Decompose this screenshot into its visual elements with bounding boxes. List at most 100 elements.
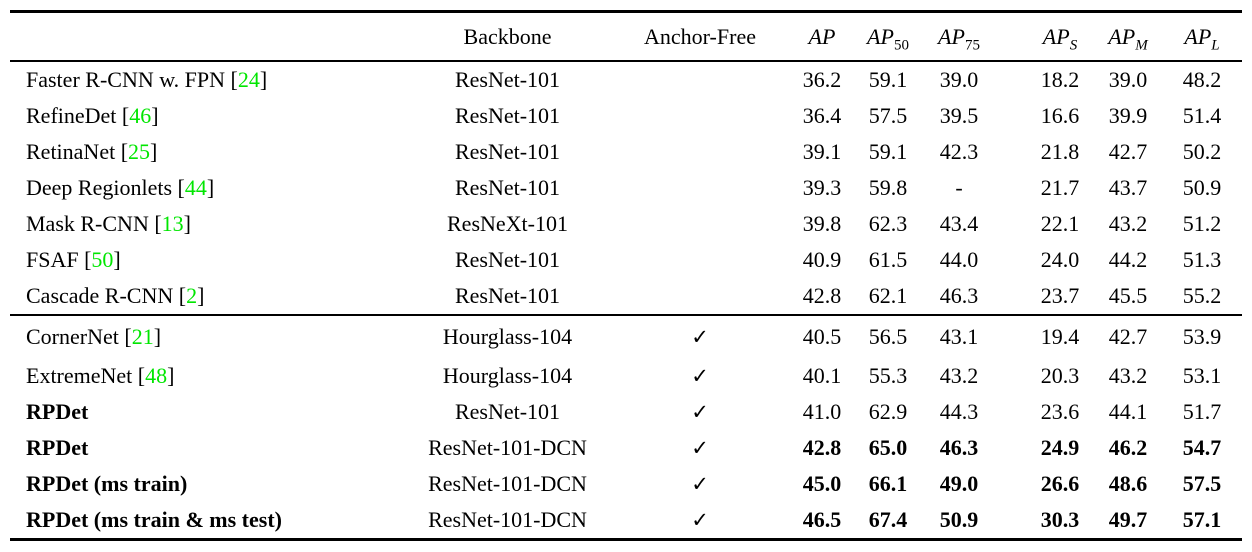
- metric-ap50: 57.5: [868, 103, 908, 128]
- method-cell: Mask R-CNN [13]: [10, 206, 405, 242]
- column-gap: [996, 11, 1026, 62]
- method-name: FSAF [: [26, 247, 92, 272]
- metric-apl: 57.1: [1182, 507, 1222, 532]
- anchor-free-checkmark: [610, 206, 790, 242]
- backbone-cell: ResNet-101: [454, 139, 561, 164]
- metric-aps: 23.7: [1040, 283, 1080, 308]
- column-gap: [996, 242, 1026, 278]
- citation-bracket: ]: [206, 175, 215, 200]
- metric-apm: 48.6: [1108, 471, 1148, 496]
- metric-ap75: 49.0: [939, 471, 979, 496]
- method-name: CornerNet [: [26, 324, 132, 349]
- method-cell: RPDet (ms train & ms test): [10, 502, 405, 540]
- metric-ap: 46.5: [802, 507, 842, 532]
- backbone-cell: ResNet-101: [454, 103, 561, 128]
- metric-ap50: 59.1: [868, 67, 908, 92]
- table-row: RetinaNet [25] ResNet-101 39.1 59.1 42.3…: [10, 134, 1242, 170]
- metric-ap50: 66.1: [868, 471, 908, 496]
- table-row: RPDet (ms train) ResNet-101-DCN ✓ 45.0 6…: [10, 466, 1242, 502]
- metric-ap50: 59.8: [868, 175, 908, 200]
- metric-ap50: 59.1: [868, 139, 908, 164]
- citation-link[interactable]: 46: [129, 103, 152, 128]
- metric-aps: 26.6: [1040, 471, 1080, 496]
- col-header-method: [10, 11, 405, 62]
- metric-ap75: 46.3: [939, 435, 979, 460]
- table-row: RPDet (ms train & ms test) ResNet-101-DC…: [10, 502, 1242, 540]
- col-header-ap75: AP75: [922, 11, 996, 62]
- metric-apl: 57.5: [1182, 471, 1222, 496]
- col-header-ap-medium: APM: [1094, 11, 1162, 62]
- metric-ap: 42.8: [802, 283, 842, 308]
- metric-ap75: 50.9: [939, 507, 979, 532]
- metric-ap: 36.2: [802, 67, 842, 92]
- table-row: ExtremeNet [48] Hourglass-104 ✓ 40.1 55.…: [10, 358, 1242, 394]
- metric-apm: 39.9: [1108, 103, 1148, 128]
- citation-link[interactable]: 50: [91, 247, 114, 272]
- column-gap: [996, 394, 1026, 430]
- citation-link[interactable]: 48: [145, 363, 168, 388]
- col-header-anchor-free: Anchor-Free: [610, 11, 790, 62]
- metric-apl: 50.9: [1182, 175, 1222, 200]
- column-gap: [996, 206, 1026, 242]
- citation-link[interactable]: 13: [161, 211, 184, 236]
- col-header-backbone: Backbone: [405, 11, 610, 62]
- metric-ap75: 39.0: [939, 67, 979, 92]
- metric-aps: 18.2: [1040, 67, 1080, 92]
- method-cell: RefineDet [46]: [10, 98, 405, 134]
- column-gap: [996, 466, 1026, 502]
- anchor-free-checkmark: ✓: [691, 471, 709, 496]
- column-gap: [996, 502, 1026, 540]
- backbone-cell: ResNet-101: [454, 247, 561, 272]
- metric-apl: 55.2: [1182, 283, 1222, 308]
- anchor-free-checkmark: [610, 134, 790, 170]
- column-gap: [996, 98, 1026, 134]
- metric-ap: 40.1: [802, 363, 842, 388]
- backbone-cell: Hourglass-104: [405, 314, 610, 358]
- metric-ap50: 65.0: [868, 435, 908, 460]
- metric-ap50: 56.5: [854, 314, 922, 358]
- method-name: Mask R-CNN [: [26, 211, 162, 236]
- table-row: CornerNet [21] Hourglass-104 ✓ 40.5 56.5…: [10, 314, 1242, 358]
- citation-link[interactable]: 21: [131, 324, 154, 349]
- metric-apm: 49.7: [1108, 507, 1148, 532]
- column-gap: [996, 134, 1026, 170]
- metric-apm: 46.2: [1108, 435, 1148, 460]
- method-name: Deep Regionlets [: [26, 175, 185, 200]
- metric-apl: 51.4: [1182, 103, 1222, 128]
- anchor-free-checkmark: ✓: [691, 363, 709, 388]
- table-row: FSAF [50] ResNet-101 40.9 61.5 44.0 24.0…: [10, 242, 1242, 278]
- table-row: RPDet ResNet-101 ✓ 41.0 62.9 44.3 23.6 4…: [10, 394, 1242, 430]
- citation-link[interactable]: 2: [186, 283, 198, 308]
- metric-aps: 30.3: [1040, 507, 1080, 532]
- metric-ap75: 39.5: [939, 103, 979, 128]
- table-row: Faster R-CNN w. FPN [24] ResNet-101 36.2…: [10, 61, 1242, 98]
- metric-apm: 43.2: [1108, 363, 1148, 388]
- metric-aps: 19.4: [1026, 314, 1094, 358]
- column-gap: [996, 314, 1026, 358]
- column-gap: [996, 278, 1026, 315]
- method-cell: Faster R-CNN w. FPN [24]: [10, 61, 405, 98]
- backbone-cell: ResNet-101: [454, 67, 561, 92]
- method-cell: RetinaNet [25]: [10, 134, 405, 170]
- metric-apm: 42.7: [1094, 314, 1162, 358]
- method-name: RPDet: [26, 399, 89, 424]
- method-cell: CornerNet [21]: [10, 314, 405, 358]
- metric-apl: 53.1: [1182, 363, 1222, 388]
- metric-ap75: 44.0: [939, 247, 979, 272]
- citation-bracket: ]: [153, 324, 162, 349]
- method-cell: RPDet (ms train): [10, 466, 405, 502]
- method-name: RPDet: [26, 435, 89, 460]
- citation-link[interactable]: 44: [184, 175, 207, 200]
- metric-aps: 24.0: [1040, 247, 1080, 272]
- metric-apm: 42.7: [1108, 139, 1148, 164]
- table-row: RPDet ResNet-101-DCN ✓ 42.8 65.0 46.3 24…: [10, 430, 1242, 466]
- metric-apm: 39.0: [1108, 67, 1148, 92]
- backbone-cell: ResNet-101: [454, 175, 561, 200]
- column-gap: [996, 61, 1026, 98]
- citation-link[interactable]: 25: [128, 139, 151, 164]
- citation-link[interactable]: 24: [237, 67, 260, 92]
- col-header-ap: AP: [790, 11, 854, 62]
- metric-ap: 40.9: [802, 247, 842, 272]
- method-name: RetinaNet [: [26, 139, 129, 164]
